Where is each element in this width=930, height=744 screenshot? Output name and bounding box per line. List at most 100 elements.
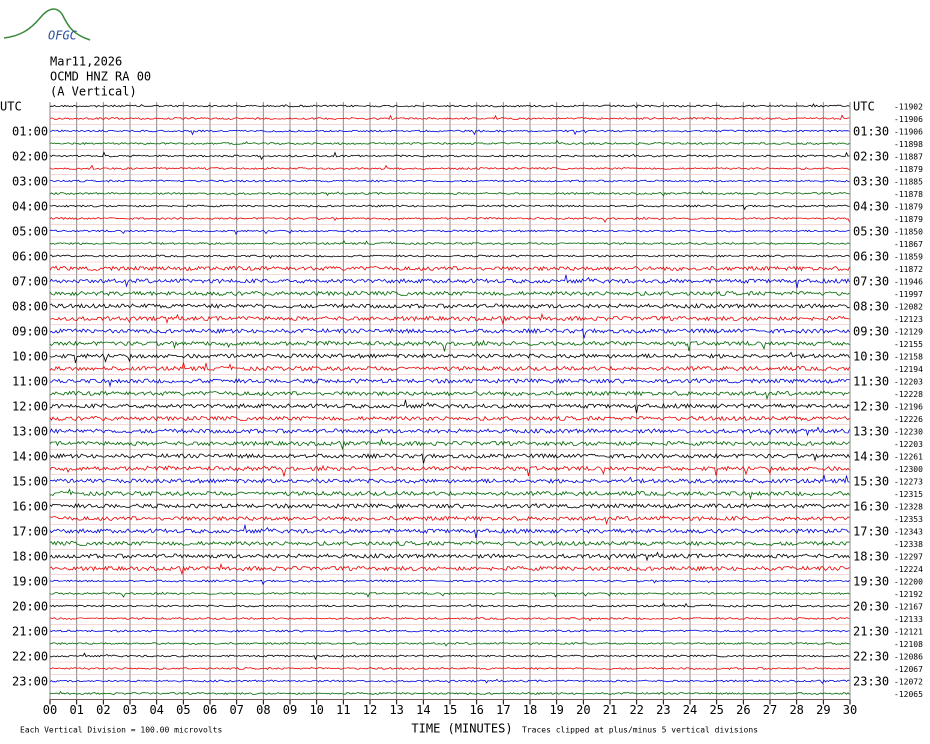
- trace: [49, 426, 850, 437]
- trace: [49, 327, 850, 339]
- x-tick-label: 23: [656, 703, 670, 717]
- left-hour-label: 09:00: [12, 325, 48, 339]
- trace: [49, 515, 850, 526]
- trace: [50, 312, 850, 326]
- x-tick-label: 01: [69, 703, 83, 717]
- trace: [49, 114, 850, 120]
- trace-offset: -11946: [894, 278, 923, 287]
- trace: [49, 502, 850, 510]
- x-tick-label: 18: [523, 703, 537, 717]
- trace-offset: -11879: [894, 215, 923, 224]
- trace: [49, 190, 850, 197]
- trace-offset: -11878: [894, 190, 923, 199]
- trace-offset: -12158: [894, 353, 923, 362]
- trace-offset: -12121: [894, 628, 923, 637]
- trace-offset: -11850: [894, 228, 923, 237]
- x-tick-label: 26: [736, 703, 750, 717]
- left-hour-label: 23:00: [12, 675, 48, 689]
- left-hour-label: UTC: [0, 100, 22, 114]
- right-hour-label: 09:30: [853, 325, 889, 339]
- right-hour-label: 19:30: [853, 575, 889, 589]
- left-hour-label: 08:00: [12, 300, 48, 314]
- trace-offset: -12067: [894, 665, 923, 674]
- trace: [49, 303, 850, 309]
- trace: [49, 667, 850, 670]
- trace-offset: -12261: [894, 453, 923, 462]
- trace-offset: -11898: [894, 140, 923, 149]
- labels: 00 01 02 03 04 05 06 07 08 09 10 11 12 13 14 15 16 17 18 19…: [0, 100, 923, 718]
- trace: [49, 602, 850, 608]
- trace: [49, 139, 850, 146]
- trace-offset: -11879: [894, 165, 923, 174]
- trace-offset: -12328: [894, 503, 923, 512]
- right-hour-label: 06:30: [853, 250, 889, 264]
- clip-note: Traces clipped at plus/minus 5 vertical …: [522, 726, 758, 735]
- x-axis-label: TIME (MINUTES): [411, 722, 512, 736]
- trace: [49, 254, 850, 259]
- x-tick-label: 07: [229, 703, 243, 717]
- left-hour-label: 05:00: [12, 225, 48, 239]
- trace-offset: -12196: [894, 403, 923, 412]
- x-tick-label: 22: [629, 703, 643, 717]
- trace-offset: -12108: [894, 640, 923, 649]
- trace: [49, 452, 850, 464]
- trace: [49, 164, 850, 170]
- x-tick-label: 10: [309, 703, 323, 717]
- right-hour-label: UTC: [853, 100, 875, 114]
- trace-offset: -12155: [894, 340, 923, 349]
- right-hour-label: 05:30: [853, 225, 889, 239]
- traces: [49, 103, 850, 695]
- trace: [49, 129, 850, 136]
- right-hour-label: 20:30: [853, 600, 889, 614]
- trace: [49, 103, 850, 109]
- right-hour-label: 01:30: [853, 125, 889, 139]
- right-hour-label: 02:30: [853, 150, 889, 164]
- left-hour-label: 01:00: [12, 125, 48, 139]
- x-tick-label: 09: [283, 703, 297, 717]
- trace: [49, 265, 850, 272]
- trace-offset: -12192: [894, 590, 923, 599]
- trace: [49, 151, 850, 161]
- trace: [50, 642, 850, 647]
- component: (A Vertical): [50, 85, 137, 99]
- x-tick-label: 03: [123, 703, 137, 717]
- left-hour-label: 14:00: [12, 450, 48, 464]
- left-hour-label: 22:00: [12, 650, 48, 664]
- left-hour-label: 13:00: [12, 425, 48, 439]
- right-hour-label: 22:30: [853, 650, 889, 664]
- right-hour-label: 04:30: [853, 200, 889, 214]
- trace-offset: -12133: [894, 615, 923, 624]
- trace-offset: -11906: [894, 115, 923, 124]
- left-hour-label: 17:00: [12, 525, 48, 539]
- trace: [49, 475, 850, 485]
- trace: [49, 690, 850, 695]
- x-tick-label: 05: [176, 703, 190, 717]
- x-tick-label: 19: [549, 703, 563, 717]
- trace: [49, 390, 850, 401]
- trace-offset: -12297: [894, 553, 923, 562]
- trace: [49, 377, 850, 388]
- trace-offset: -11902: [894, 103, 923, 112]
- trace-offset: -12194: [894, 365, 923, 374]
- right-hour-label: 21:30: [853, 625, 889, 639]
- trace-offset: -12123: [894, 315, 923, 324]
- trace: [49, 437, 850, 451]
- trace: [49, 629, 850, 633]
- trace-offset: -11887: [894, 153, 923, 162]
- left-hour-label: 07:00: [12, 275, 48, 289]
- x-tick-label: 14: [416, 703, 430, 717]
- right-hour-label: 17:30: [853, 525, 889, 539]
- trace-offset: -12065: [894, 690, 923, 699]
- left-hour-label: 21:00: [12, 625, 48, 639]
- left-hour-label: 10:00: [12, 350, 48, 364]
- left-hour-label: 11:00: [12, 375, 48, 389]
- trace: [49, 579, 850, 586]
- right-hour-label: 08:30: [853, 300, 889, 314]
- x-tick-label: 02: [96, 703, 110, 717]
- trace: [50, 179, 850, 183]
- trace: [49, 562, 850, 576]
- x-tick-label: 28: [789, 703, 803, 717]
- x-tick-label: 06: [203, 703, 217, 717]
- left-hour-label: 18:00: [12, 550, 48, 564]
- left-hour-label: 20:00: [12, 600, 48, 614]
